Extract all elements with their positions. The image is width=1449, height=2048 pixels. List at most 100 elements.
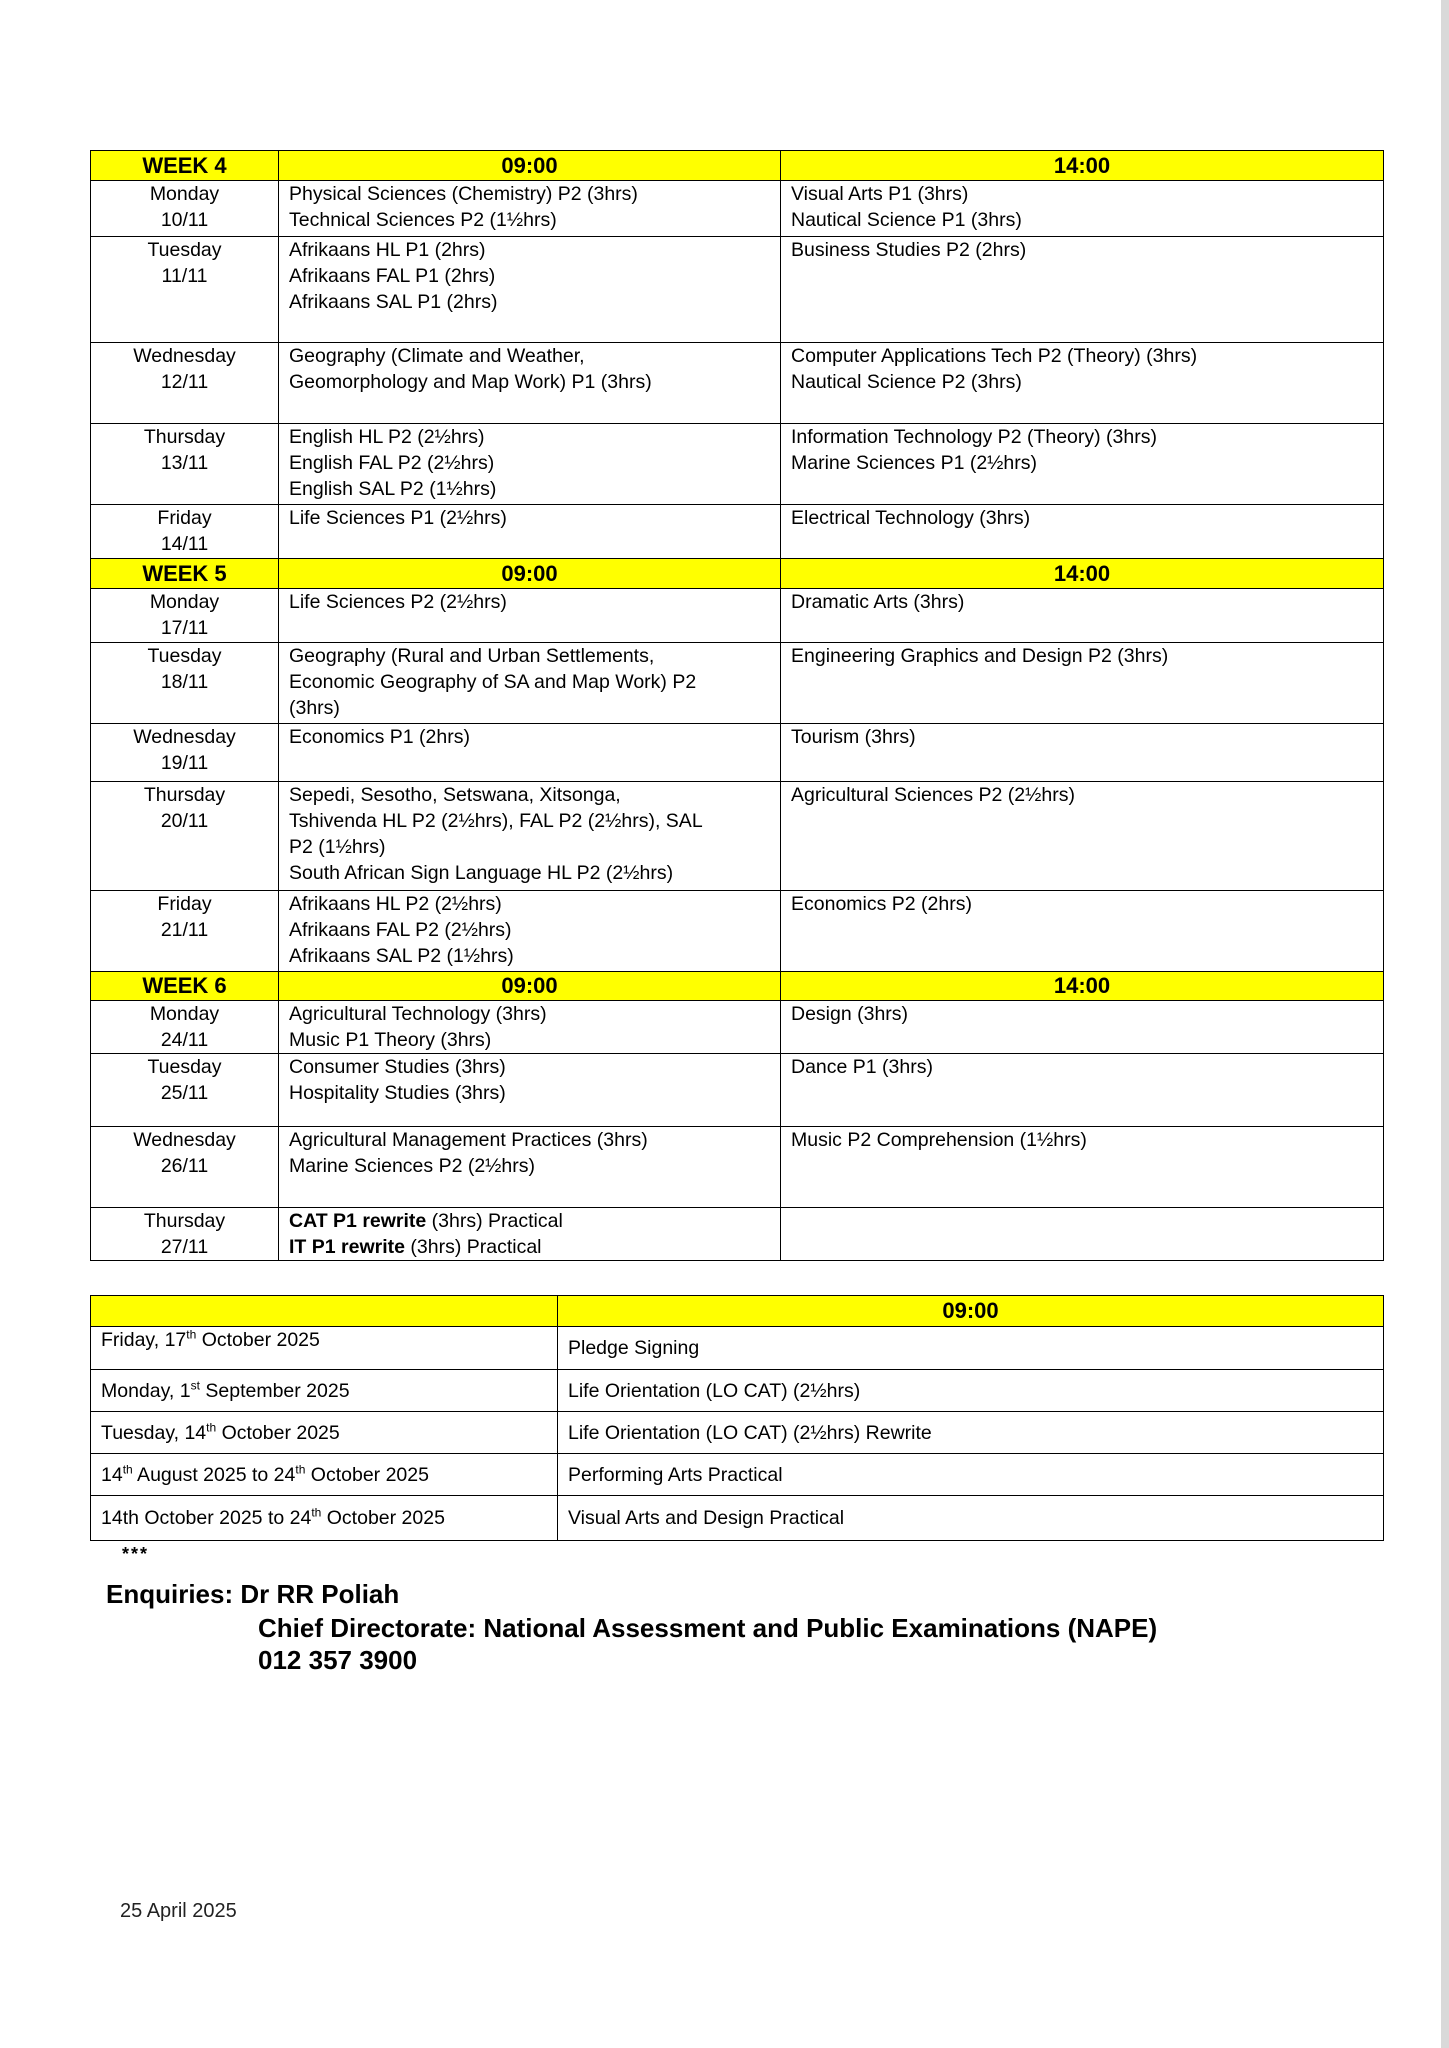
exam-paper: English HL P2 (2½hrs) xyxy=(289,426,485,448)
assessment-date: 14th August 2025 to 24th October 2025 xyxy=(90,1453,558,1496)
exam-paper: Afrikaans HL P2 (2½hrs) xyxy=(289,893,502,915)
exam-paper: Design (3hrs) xyxy=(791,1003,909,1025)
exam-paper: Music P1 Theory (3hrs) xyxy=(289,1029,492,1051)
exam-paper: Tourism (3hrs) xyxy=(791,726,916,748)
afternoon-session: Electrical Technology (3hrs) xyxy=(780,504,1384,559)
exam-paper: Dramatic Arts (3hrs) xyxy=(791,591,965,613)
morning-time: 09:00 xyxy=(278,150,781,181)
exam-paper: CAT P1 rewrite (3hrs) Practical xyxy=(289,1209,770,1235)
exam-paper: Geomorphology and Map Work) P1 (3hrs) xyxy=(289,371,652,393)
exam-paper: (3hrs) xyxy=(289,697,340,719)
week-label: WEEK 5 xyxy=(90,558,279,589)
day-name: Wednesday xyxy=(133,726,236,748)
exam-paper: Hospitality Studies (3hrs) xyxy=(289,1082,506,1104)
day-row: Friday 14/11 Life Sciences P1 (2½hrs) Elect… xyxy=(90,504,1384,559)
header-time: 09:00 xyxy=(557,1295,1384,1327)
morning-session: Life Sciences P2 (2½hrs) xyxy=(278,588,781,643)
assessment-row: Tuesday, 14th October 2025 Life Orientati… xyxy=(90,1411,1384,1454)
day-date: 13/11 xyxy=(160,452,209,474)
ordinal-suffix: st xyxy=(190,1378,200,1392)
day-cell: Tuesday 11/11 xyxy=(90,236,279,343)
day-name: Thursday xyxy=(143,1210,226,1232)
exam-paper: Afrikaans FAL P1 (2hrs) xyxy=(289,265,496,287)
day-date: 20/11 xyxy=(160,810,209,832)
assessment-subject: Life Orientation (LO CAT) (2½hrs) Rewrit… xyxy=(557,1411,1384,1454)
exam-paper: Economics P1 (2hrs) xyxy=(289,726,470,748)
ordinal-suffix: th xyxy=(295,1462,306,1476)
assessment-date: Tuesday, 14th October 2025 xyxy=(90,1411,558,1454)
day-name: Tuesday xyxy=(147,1056,222,1078)
phone-number: 012 357 3900 xyxy=(258,1645,418,1675)
afternoon-session: Information Technology P2 (Theory) (3hrs… xyxy=(780,423,1384,505)
week-header-row: WEEK 4 09:00 14:00 xyxy=(90,150,1384,181)
morning-session: Afrikaans HL P2 (2½hrs) Afrikaans FAL P2 … xyxy=(278,890,781,972)
day-date: 27/11 xyxy=(160,1236,209,1258)
day-cell: Tuesday 25/11 xyxy=(90,1053,279,1127)
exam-paper: South African Sign Language HL P2 (2½hrs… xyxy=(289,862,674,884)
afternoon-session: Business Studies P2 (2hrs) xyxy=(780,236,1384,343)
paper-bold: CAT P1 rewrite xyxy=(289,1210,427,1232)
exam-paper: Afrikaans SAL P2 (1½hrs) xyxy=(289,945,514,967)
exam-timetable: WEEK 4 09:00 14:00 Monday 10/11 Physical Scie… xyxy=(90,150,1384,1261)
exam-paper: Nautical Science P1 (3hrs) xyxy=(791,209,1022,231)
date-text: September 2025 xyxy=(199,1379,350,1402)
morning-session: Agricultural Management Practices (3hrs)… xyxy=(278,1126,781,1208)
assessment-row: Monday, 1st September 2025 Life Orientati… xyxy=(90,1369,1384,1412)
afternoon-session: Music P2 Comprehension (1½hrs) xyxy=(780,1126,1384,1208)
exam-paper: Computer Applications Tech P2 (Theory) (… xyxy=(791,345,1198,367)
day-cell: Monday 24/11 xyxy=(90,1000,279,1054)
separator-stars: *** xyxy=(122,1544,150,1564)
exam-paper: Marine Sciences P2 (2½hrs) xyxy=(289,1155,536,1177)
afternoon-session: Visual Arts P1 (3hrs) Nautical Science P1… xyxy=(780,180,1384,237)
day-cell: Friday 14/11 xyxy=(90,504,279,559)
day-name: Monday xyxy=(149,591,220,613)
exam-paper: Life Sciences P2 (2½hrs) xyxy=(289,591,507,613)
date-text: Monday, 1 xyxy=(101,1379,191,1402)
exam-paper: Sepedi, Sesotho, Setswana, Xitsonga, xyxy=(289,784,621,806)
assessment-subject: Life Orientation (LO CAT) (2½hrs) xyxy=(557,1369,1384,1412)
header-row: 09:00 xyxy=(90,1295,1384,1327)
exam-paper: English SAL P2 (1½hrs) xyxy=(289,478,497,500)
exam-paper: English FAL P2 (2½hrs) xyxy=(289,452,495,474)
paper-detail: (3hrs) Practical xyxy=(426,1210,563,1232)
morning-session: Sepedi, Sesotho, Setswana, Xitsonga, Tshi… xyxy=(278,781,781,891)
morning-session: Afrikaans HL P1 (2hrs) Afrikaans FAL P1 (… xyxy=(278,236,781,343)
exam-paper: Geography (Rural and Urban Settlements, xyxy=(289,645,655,667)
exam-paper: Business Studies P2 (2hrs) xyxy=(791,239,1027,261)
ordinal-suffix: th xyxy=(311,1505,322,1520)
assessment-row: 14th August 2025 to 24th October 2025 Per… xyxy=(90,1453,1384,1496)
afternoon-time: 14:00 xyxy=(780,150,1384,181)
exam-paper: Afrikaans FAL P2 (2½hrs) xyxy=(289,919,512,941)
assessment-date: Monday, 1st September 2025 xyxy=(90,1369,558,1412)
date-text: August 2025 to 24 xyxy=(132,1463,296,1486)
day-row: Wednesday 12/11 Geography (Climate and Wea… xyxy=(90,342,1384,424)
day-row: Monday 24/11 Agricultural Technology (3hrs… xyxy=(90,1000,1384,1054)
assessment-date: 14th October 2025 to 24th October 2025 xyxy=(90,1495,558,1541)
afternoon-session: Engineering Graphics and Design P2 (3hrs… xyxy=(780,642,1384,724)
morning-session: Consumer Studies (3hrs) Hospitality Studi… xyxy=(278,1053,781,1127)
exam-paper: Information Technology P2 (Theory) (3hrs… xyxy=(791,426,1157,448)
header-empty xyxy=(90,1295,558,1327)
day-name: Wednesday xyxy=(133,1129,236,1151)
day-date: 11/11 xyxy=(161,265,208,287)
afternoon-session: Agricultural Sciences P2 (2½hrs) xyxy=(780,781,1384,891)
assessment-subject: Visual Arts and Design Practical xyxy=(557,1495,1384,1541)
week-label: WEEK 6 xyxy=(90,971,279,1001)
assessment-subject: Pledge Signing xyxy=(557,1326,1384,1370)
day-row: Monday 10/11 Physical Sciences (Chemistry)… xyxy=(90,180,1384,237)
day-cell: Thursday 20/11 xyxy=(90,781,279,891)
exam-paper: Physical Sciences (Chemistry) P2 (3hrs) xyxy=(289,183,638,205)
exam-paper: Agricultural Sciences P2 (2½hrs) xyxy=(791,784,1075,806)
day-name: Tuesday xyxy=(147,645,222,667)
day-cell: Tuesday 18/11 xyxy=(90,642,279,724)
assessment-row: 14th October 2025 to 24th October 2025 Vi… xyxy=(90,1495,1384,1541)
morning-session: Economics P1 (2hrs) xyxy=(278,723,781,782)
exam-paper: Visual Arts P1 (3hrs) xyxy=(791,183,969,205)
date-text: October 2025 xyxy=(305,1463,429,1486)
morning-session: Life Sciences P1 (2½hrs) xyxy=(278,504,781,559)
day-row: Wednesday 19/11 Economics P1 (2hrs) Tourism… xyxy=(90,723,1384,782)
day-cell: Thursday 13/11 xyxy=(90,423,279,505)
afternoon-session: Tourism (3hrs) xyxy=(780,723,1384,782)
exam-paper: Music P2 Comprehension (1½hrs) xyxy=(791,1129,1087,1151)
day-date: 10/11 xyxy=(160,209,209,231)
